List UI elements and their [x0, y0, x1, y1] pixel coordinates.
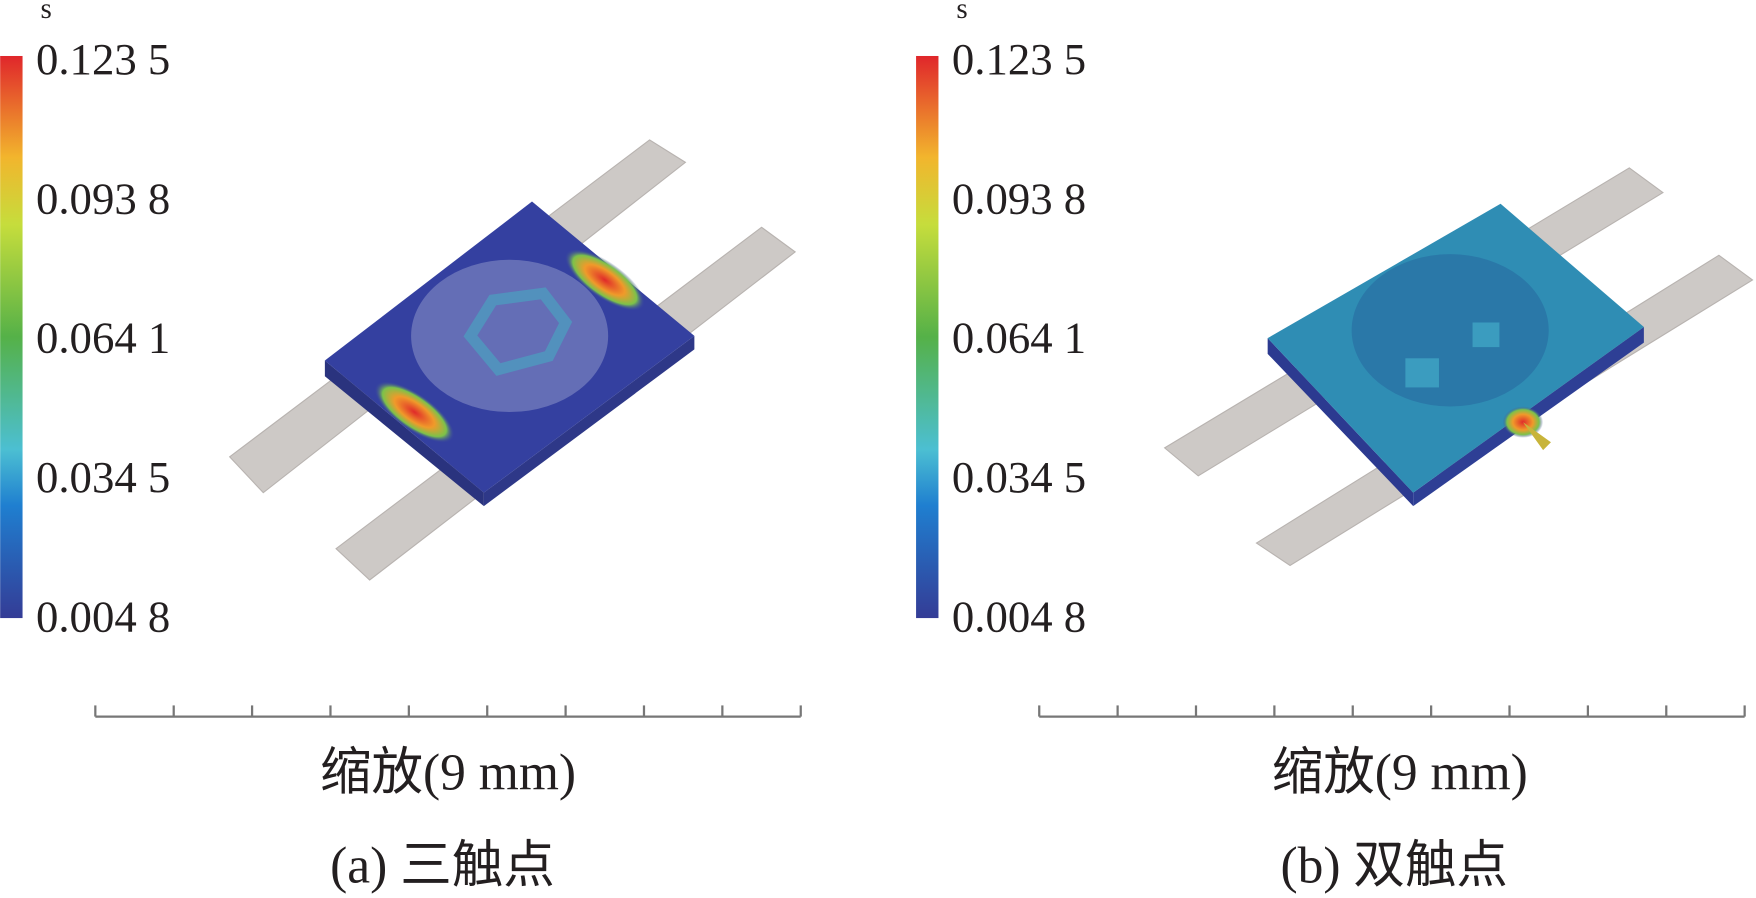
colorbar-label: 0.093 8: [952, 173, 1086, 223]
model-b: [1163, 167, 1754, 567]
colorbar-label: 0.034 5: [36, 452, 170, 502]
colorbar-label: 0.004 8: [952, 592, 1086, 642]
colorbar: [916, 55, 939, 619]
caption: (b) 双触点: [1280, 837, 1507, 894]
colorbar-label: 0.093 8: [36, 173, 170, 223]
scale-label: 缩放(9 mm): [1272, 744, 1528, 801]
colorbar-label: 0.004 8: [36, 592, 170, 642]
unit-label: s: [956, 0, 967, 25]
colorbar-label: 0.034 5: [952, 452, 1086, 502]
colorbar-label: 0.123 5: [952, 34, 1086, 84]
colorbar-label: 0.064 1: [36, 313, 170, 363]
unit-label: s: [40, 0, 51, 25]
scale-label: 缩放(9 mm): [320, 744, 576, 801]
caption: (a) 三触点: [330, 837, 555, 894]
model-a: [228, 139, 797, 581]
colorbar-label: 0.123 5: [36, 34, 170, 84]
colorbar-label: 0.064 1: [952, 313, 1086, 363]
colorbar: [0, 55, 23, 619]
